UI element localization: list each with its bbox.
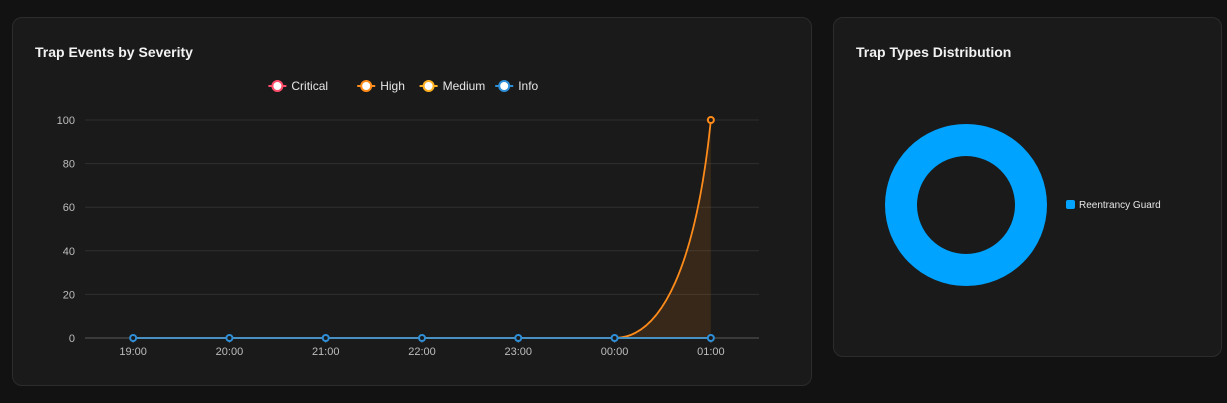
data-point-info[interactable] [321,334,330,342]
data-point-info[interactable] [706,334,715,342]
x-tick-label: 21:00 [312,346,340,358]
legend-label: Critical [291,79,328,93]
x-tick-label: 22:00 [408,346,436,358]
trap-types-card: Trap Types Distribution Reentrancy Guard [833,17,1222,357]
trap-types-title: Trap Types Distribution [856,44,1012,60]
y-tick-label: 60 [63,202,75,214]
legend-item-info[interactable]: Info [495,79,539,93]
severity-chart-title: Trap Events by Severity [35,44,193,60]
legend-label: High [380,79,405,93]
data-point-info[interactable] [514,334,523,342]
x-tick-label: 01:00 [697,346,725,358]
x-tick-label: 19:00 [119,346,147,358]
donut-legend-item[interactable]: Reentrancy Guard [1066,200,1161,211]
y-tick-label: 20 [63,289,75,301]
legend-marker [422,80,435,92]
donut-legend-swatch [1066,200,1075,209]
x-tick-label: 20:00 [216,346,244,358]
legend-item-high[interactable]: High [357,79,405,93]
severity-chart-card: Trap Events by Severity 0 20 40 60 80 100 19:0… [12,17,812,386]
legend-item-critical[interactable]: Critical [268,79,328,93]
data-point-info[interactable] [418,334,426,342]
x-tick-label: 23:00 [505,346,533,358]
legend-marker [498,80,511,92]
y-tick-label: 40 [63,246,75,258]
y-tick-label: 0 [69,333,75,345]
legend-item-medium[interactable]: Medium [419,79,486,93]
donut-legend-label: Reentrancy Guard [1079,200,1161,211]
legend-label: Info [518,79,538,93]
donut-slice[interactable] [885,124,1047,286]
legend-marker [360,80,373,92]
data-point-info[interactable] [129,334,138,342]
data-point-info[interactable] [610,334,619,342]
y-tick-label: 100 [57,115,75,127]
x-tick-label: 00:00 [601,346,629,358]
data-point-high[interactable] [706,116,715,124]
series-area-high [133,120,711,338]
trap-types-donut-chart: Reentrancy Guard [885,124,1161,286]
data-point-info[interactable] [225,334,234,342]
series-line-high [133,119,712,339]
y-tick-label: 80 [63,159,75,171]
legend-label: Medium [443,79,486,93]
legend-marker [271,80,284,92]
severity-line-chart: 0 20 40 60 80 100 19:00 20:00 21:00 22:00 23:00 00:… [57,79,759,358]
